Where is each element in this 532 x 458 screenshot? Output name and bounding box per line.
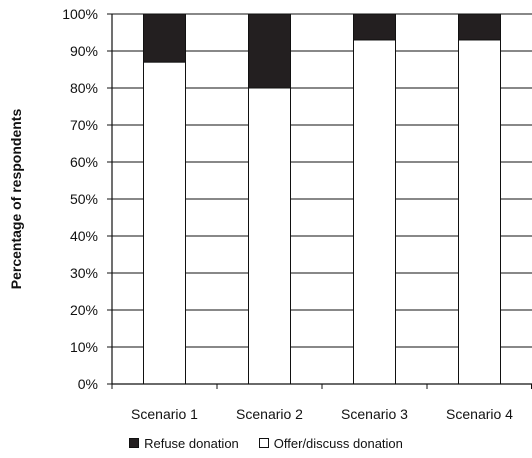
bar-segment [353,13,396,41]
bar-segment [143,13,186,63]
legend-label-offer: Offer/discuss donation [273,435,403,451]
y-tick-label: 80% [70,80,98,96]
y-tick-label: 30% [70,265,98,281]
x-tick-label: Scenario 4 [446,406,513,422]
legend-item-refuse: Refuse donation [129,436,239,451]
bar-segment [143,61,186,385]
legend-swatch-refuse [129,438,140,448]
bar-segment [458,39,501,385]
x-tick-label: Scenario 1 [131,406,198,422]
y-tick-label: 0% [78,376,98,392]
legend-swatch-offer [258,438,269,448]
y-tick-label: 20% [70,302,98,318]
legend-label-refuse: Refuse donation [144,435,239,451]
x-tick-label: Scenario 3 [341,406,408,422]
x-tick-label: Scenario 2 [236,406,303,422]
bar-segment [353,39,396,385]
y-tick-label: 90% [70,43,98,59]
bar-segment [248,13,291,89]
y-axis-label: Percentage of respondents [8,109,24,290]
y-tick-label: 10% [70,339,98,355]
y-tick-label: 40% [70,228,98,244]
y-tick-label: 50% [70,191,98,207]
y-tick-label: 60% [70,154,98,170]
y-tick-labels: 0% 10% 20% 30% 40% 50% 60% 70% 80% 90% 100% [62,6,98,392]
y-tick-label: 100% [62,6,98,22]
bar-segment [458,13,501,41]
x-tick-labels: Scenario 1 Scenario 2 Scenario 3 Scenario 4 [131,406,513,422]
bar-segment [248,87,291,385]
y-tick-label: 70% [70,117,98,133]
legend: Refuse donation Offer/discuss donation [0,432,532,454]
legend-item-offer: Offer/discuss donation [258,435,403,451]
stacked-bar-chart: 0% 10% 20% 30% 40% 50% 60% 70% 80% 90% 100% Scenar… [8,6,532,422]
